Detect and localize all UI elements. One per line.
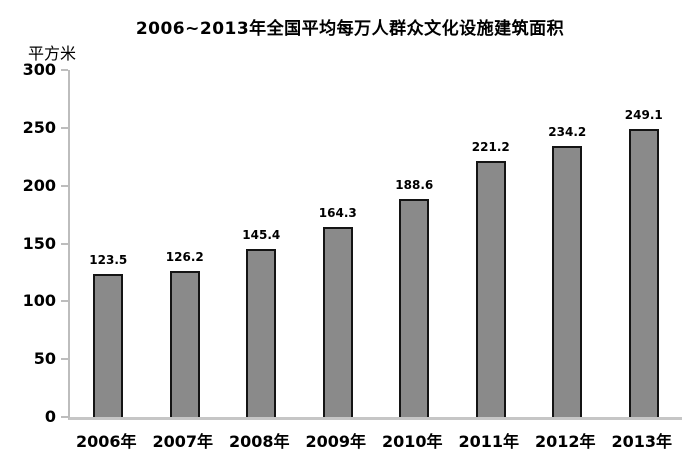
bar-slot: 126.2 bbox=[147, 70, 224, 417]
bar-slot: 249.1 bbox=[606, 70, 683, 417]
x-axis-label: 2010年 bbox=[381, 432, 443, 451]
y-tick-mark bbox=[61, 242, 68, 245]
x-axis-label: 2008年 bbox=[228, 432, 290, 451]
y-tick-mark bbox=[61, 300, 68, 303]
bar-slot: 164.3 bbox=[300, 70, 377, 417]
y-tick-mark bbox=[61, 358, 68, 361]
bar-2009年 bbox=[322, 227, 353, 417]
x-axis-label: 2011年 bbox=[458, 432, 520, 451]
bar-2008年 bbox=[246, 248, 277, 417]
x-axis-label: 2013年 bbox=[611, 432, 673, 451]
bar-slot: 234.2 bbox=[529, 70, 606, 417]
bar-value-label: 188.6 bbox=[395, 177, 434, 192]
bar-2007年 bbox=[169, 271, 200, 417]
bar-2010年 bbox=[399, 198, 430, 417]
y-tick-mark bbox=[61, 69, 68, 71]
y-tick-label: 150 bbox=[22, 233, 56, 253]
y-axis-unit-label: 平方米 bbox=[28, 44, 77, 63]
bar-value-label: 221.2 bbox=[471, 140, 510, 155]
bar-slot: 123.5 bbox=[70, 70, 147, 417]
x-axis-label: 2012年 bbox=[534, 432, 596, 451]
y-tick-label: 250 bbox=[22, 117, 56, 137]
y-tick-label: 100 bbox=[22, 291, 56, 311]
bar-value-label: 249.1 bbox=[624, 107, 663, 122]
bar-slot: 145.4 bbox=[223, 70, 300, 417]
x-axis-label: 2009年 bbox=[305, 432, 367, 451]
bar-value-label: 123.5 bbox=[89, 253, 128, 268]
y-tick-mark bbox=[61, 416, 68, 418]
bar-slot: 221.2 bbox=[453, 70, 530, 417]
x-axis-label: 2006年 bbox=[75, 432, 137, 451]
y-tick-mark bbox=[61, 126, 68, 129]
bar-2012年 bbox=[552, 146, 583, 417]
plot-area: 123.5 126.2 145.4 164.3 188.6 221.2 234.2 249.1 bbox=[68, 70, 682, 420]
bar-slot: 188.6 bbox=[376, 70, 453, 417]
y-tick-label: 300 bbox=[22, 60, 56, 79]
bar-value-label: 164.3 bbox=[318, 205, 357, 220]
y-axis-ticks: 300 250 200 150 100 50 0 bbox=[0, 62, 68, 425]
bar-2013年 bbox=[628, 128, 659, 417]
y-tick-label: 200 bbox=[22, 175, 56, 195]
y-tick-label: 0 bbox=[44, 407, 56, 426]
bar-value-label: 126.2 bbox=[165, 250, 204, 265]
x-axis-labels: 2006年 2007年 2008年 2009年 2010年 2011年 2012年 2013年 bbox=[68, 428, 680, 452]
y-tick-label: 50 bbox=[33, 349, 56, 369]
bar-2006年 bbox=[93, 274, 124, 417]
bar-value-label: 234.2 bbox=[548, 125, 587, 140]
bar-value-label: 145.4 bbox=[242, 227, 281, 242]
y-tick-mark bbox=[61, 184, 68, 187]
bar-2011年 bbox=[475, 161, 506, 417]
x-axis-label: 2007年 bbox=[152, 432, 214, 451]
chart-title: 2006~2013年全国平均每万人群众文化设施建筑面积 bbox=[135, 19, 565, 39]
